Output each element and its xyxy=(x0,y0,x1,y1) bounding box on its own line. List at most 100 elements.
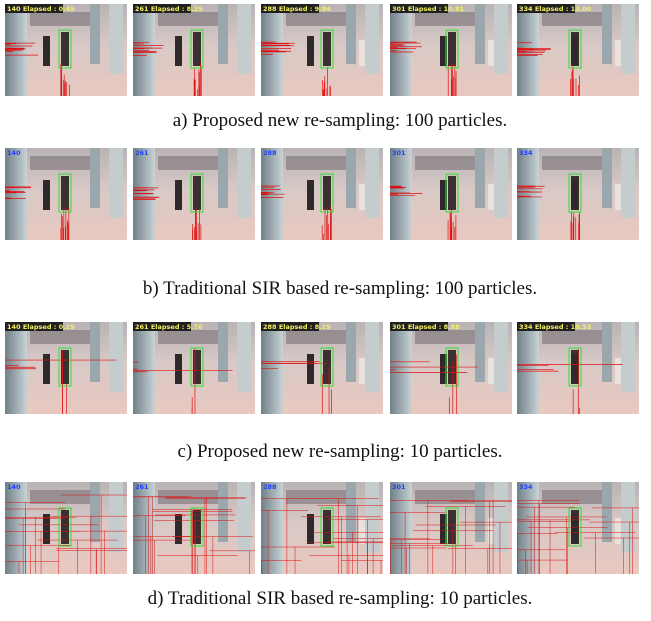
caption: d) Traditional SIR based re-sampling: 10… xyxy=(148,588,533,609)
frame-label: 261 Elapsed : 5.76 xyxy=(135,323,203,331)
wall-left xyxy=(390,4,412,96)
pillar xyxy=(602,4,612,64)
person xyxy=(193,32,201,66)
pillar xyxy=(346,148,356,208)
crowd xyxy=(415,490,475,504)
crowd xyxy=(286,156,346,170)
wall-left xyxy=(133,322,155,414)
pillar xyxy=(602,322,612,382)
pillar xyxy=(621,322,635,392)
wall-left xyxy=(261,322,283,414)
frame-label: 261 Elapsed : 8.25 xyxy=(135,5,203,13)
crowd xyxy=(286,330,346,344)
crowd xyxy=(158,330,218,344)
frame-image: 301 Elapsed : 10.81 xyxy=(390,4,512,96)
person xyxy=(43,36,50,66)
wall-left xyxy=(390,322,412,414)
pillar xyxy=(602,482,612,542)
pillar xyxy=(90,322,100,382)
crowd xyxy=(542,156,602,170)
person xyxy=(448,176,456,210)
wall-left xyxy=(5,148,27,240)
pillar xyxy=(494,4,508,74)
pillar xyxy=(602,148,612,208)
person xyxy=(488,358,494,384)
pillar xyxy=(621,4,635,74)
pillar xyxy=(365,322,379,392)
pillar xyxy=(346,482,356,542)
person xyxy=(323,176,331,210)
person xyxy=(571,354,578,384)
person xyxy=(323,32,331,66)
person xyxy=(615,184,621,210)
wall-left xyxy=(390,482,412,574)
pillar xyxy=(109,4,123,74)
pillar xyxy=(218,4,228,64)
crowd xyxy=(542,330,602,344)
wall-left xyxy=(517,322,539,414)
frame-label: 334 Elapsed : 10.53 xyxy=(519,323,591,331)
figure: 140 Elapsed : 0.45 261 Elapsed : 8.25 288 … xyxy=(0,0,651,621)
pillar xyxy=(346,4,356,64)
frame-label: 334 xyxy=(519,149,533,157)
crowd xyxy=(286,12,346,26)
pillar xyxy=(475,482,485,542)
crowd xyxy=(415,12,475,26)
frame-label: 301 xyxy=(392,483,406,491)
pillar xyxy=(237,148,251,218)
wall-left xyxy=(133,4,155,96)
pillar xyxy=(109,322,123,392)
pillar xyxy=(621,482,635,552)
person xyxy=(175,36,182,66)
person xyxy=(307,36,314,66)
crowd xyxy=(30,12,90,26)
person xyxy=(307,354,314,384)
pillar xyxy=(90,4,100,64)
pillar xyxy=(475,148,485,208)
crowd xyxy=(30,156,90,170)
frame-label: 140 xyxy=(7,149,21,157)
frame-label: 334 xyxy=(519,483,533,491)
pillar xyxy=(365,4,379,74)
frame-label: 301 Elapsed : 8.88 xyxy=(392,323,460,331)
person xyxy=(61,510,69,544)
frame-image: 140 xyxy=(5,148,127,240)
pillar xyxy=(494,322,508,392)
pillar xyxy=(237,322,251,392)
pillar xyxy=(475,322,485,382)
pillar xyxy=(365,148,379,218)
wall-left xyxy=(5,482,27,574)
crowd xyxy=(158,12,218,26)
frame-image: 261 xyxy=(133,148,255,240)
pillar xyxy=(237,482,251,552)
person xyxy=(359,40,365,66)
wall-left xyxy=(5,322,27,414)
person xyxy=(175,514,182,544)
frame-label: 301 xyxy=(392,149,406,157)
frame-image: 288 Elapsed : 8.19 xyxy=(261,322,383,414)
frame-label: 140 Elapsed : 0.45 xyxy=(7,5,75,13)
pillar xyxy=(475,4,485,64)
caption: c) Proposed new re-sampling: 10 particle… xyxy=(177,441,502,462)
person xyxy=(175,354,182,384)
person xyxy=(448,32,456,66)
person xyxy=(307,514,314,544)
person xyxy=(359,518,365,544)
frame-image: 288 xyxy=(261,482,383,574)
frame-image: 301 Elapsed : 8.88 xyxy=(390,322,512,414)
pillar xyxy=(218,482,228,542)
person xyxy=(359,184,365,210)
wall-left xyxy=(517,148,539,240)
crowd xyxy=(542,12,602,26)
person xyxy=(448,510,456,544)
pillar xyxy=(109,148,123,218)
person xyxy=(61,176,69,210)
frame-label: 261 xyxy=(135,483,149,491)
wall-left xyxy=(133,482,155,574)
frame-image: 334 xyxy=(517,482,639,574)
crowd xyxy=(286,490,346,504)
frame-label: 261 xyxy=(135,149,149,157)
frame-label: 288 Elapsed : 9.84 xyxy=(263,5,331,13)
person xyxy=(488,184,494,210)
pillar xyxy=(90,148,100,208)
